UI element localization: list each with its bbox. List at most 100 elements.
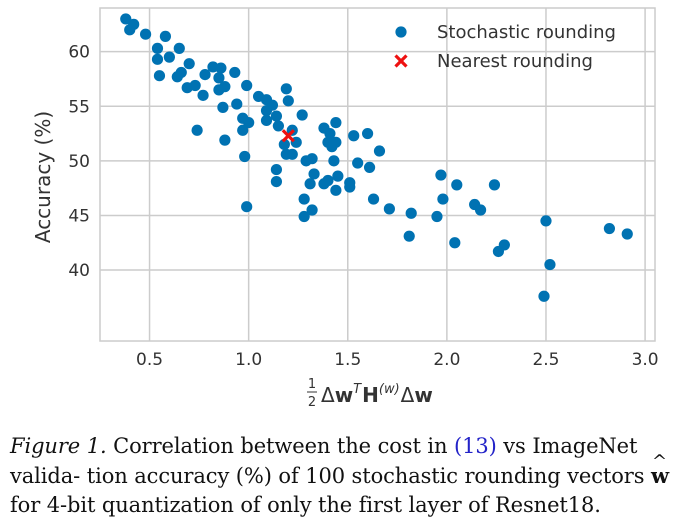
stochastic-point <box>332 170 344 182</box>
x-label-w1: w <box>335 383 353 407</box>
stochastic-point <box>270 163 283 176</box>
stochastic-point <box>163 51 175 63</box>
stochastic-point <box>363 161 376 174</box>
x-label-delta1: Δ <box>321 383 335 407</box>
stochastic-point <box>282 95 294 107</box>
stochastic-point <box>373 145 386 157</box>
caption-text-2b: for 4-bit <box>10 493 96 517</box>
data-points <box>120 13 633 302</box>
svg-text:ΔwTH(w)Δw: ΔwTH(w)Δw <box>321 382 433 407</box>
x-label-frac-den: 2 <box>308 395 316 410</box>
stochastic-point <box>239 150 251 163</box>
stochastic-point <box>324 127 336 140</box>
stochastic-point <box>540 215 552 227</box>
stochastic-point <box>383 203 395 215</box>
caption-figure-label: Figure 1. <box>10 434 107 458</box>
x-tick-label: 2.0 <box>433 350 460 370</box>
stochastic-point <box>306 204 318 216</box>
stochastic-point <box>308 168 320 180</box>
stochastic-point <box>538 290 550 302</box>
y-tick-label: 40 <box>68 261 90 281</box>
stochastic-point <box>326 141 338 153</box>
caption-text-2a: tion accuracy (%) of 100 stochastic roun… <box>86 464 645 488</box>
stochastic-point <box>474 204 487 216</box>
stochastic-point <box>173 42 185 54</box>
stochastic-point <box>300 155 312 167</box>
stochastic-point <box>124 24 136 36</box>
stochastic-point <box>330 117 342 129</box>
stochastic-point <box>403 230 415 242</box>
stochastic-point <box>237 124 249 136</box>
stochastic-point <box>243 117 255 129</box>
stochastic-point <box>344 181 356 193</box>
stochastic-point <box>120 13 132 25</box>
stochastic-point <box>151 42 164 54</box>
stochastic-point <box>260 105 273 117</box>
x-label-sup: (w) <box>379 382 400 397</box>
y-tick-labels: 40 45 50 55 60 <box>68 43 90 281</box>
stochastic-point <box>213 72 225 84</box>
stochastic-point <box>270 175 283 188</box>
stochastic-point <box>270 110 283 122</box>
stochastic-point <box>181 82 193 94</box>
x-tick-label: 2.5 <box>532 350 559 370</box>
legend-marker-stochastic <box>395 26 407 38</box>
caption-hat: ^ <box>651 451 667 472</box>
stochastic-point <box>215 62 227 74</box>
stochastic-point <box>219 134 231 146</box>
stochastic-point <box>139 28 152 40</box>
grid <box>99 7 656 342</box>
stochastic-point <box>304 178 316 190</box>
x-tick-labels: 0.5 1.0 1.5 2.0 2.5 3.0 <box>136 350 659 370</box>
stochastic-point <box>449 237 461 249</box>
caption-text-1b: vs ImageNet valida- <box>10 434 638 488</box>
x-label-frac-num: 1 <box>308 377 316 392</box>
stochastic-point <box>437 193 449 205</box>
stochastic-point <box>231 98 243 110</box>
stochastic-point <box>191 124 203 136</box>
stochastic-point <box>171 71 183 83</box>
stochastic-point <box>260 114 273 127</box>
y-tick-label: 45 <box>68 206 90 226</box>
stochastic-point <box>367 193 380 205</box>
stochastic-point <box>213 84 225 96</box>
x-label-H: H <box>362 383 379 407</box>
stochastic-point <box>241 201 253 213</box>
stochastic-point <box>318 178 330 190</box>
stochastic-point <box>431 210 443 223</box>
caption-text-1a: Correlation between the cost in <box>113 434 448 458</box>
stochastic-point <box>286 148 298 160</box>
stochastic-point <box>405 207 417 219</box>
stochastic-point <box>159 30 172 42</box>
stochastic-point <box>361 127 374 140</box>
caption-text-3: quantization of only the first layer of … <box>101 493 601 517</box>
stochastic-point <box>278 138 290 151</box>
x-axis-label: 1 2 ΔwTH(w)Δw <box>307 377 433 410</box>
stochastic-point <box>280 83 292 95</box>
stochastic-point <box>298 210 310 223</box>
stochastic-point <box>348 130 360 142</box>
x-label-delta2: Δ <box>401 383 415 407</box>
stochastic-point <box>296 109 308 121</box>
stochastic-point <box>153 70 166 82</box>
stochastic-point <box>298 193 310 205</box>
caption-w-hat-symbol: ^ w <box>650 451 669 490</box>
legend-label: Nearest rounding <box>437 51 593 72</box>
caption-equation-ref[interactable]: (13) <box>454 434 497 458</box>
stochastic-point <box>217 101 229 113</box>
stochastic-point <box>199 69 211 81</box>
y-tick-label: 60 <box>68 43 90 63</box>
caption-w: w <box>650 463 669 488</box>
y-axis-label: Accuracy (%) <box>31 111 55 243</box>
stochastic-point <box>435 169 447 181</box>
nearest-rounding-point <box>281 129 295 143</box>
plot-frame <box>99 7 656 342</box>
stochastic-point <box>197 89 209 101</box>
legend-marker-nearest <box>394 54 408 68</box>
stochastic-point <box>621 228 633 240</box>
x-label-w2: w <box>414 383 432 407</box>
figure-caption: Figure 1. Correlation between the cost i… <box>10 432 700 520</box>
legend-label: Stochastic rounding <box>437 22 616 43</box>
stochastic-point <box>328 155 340 167</box>
